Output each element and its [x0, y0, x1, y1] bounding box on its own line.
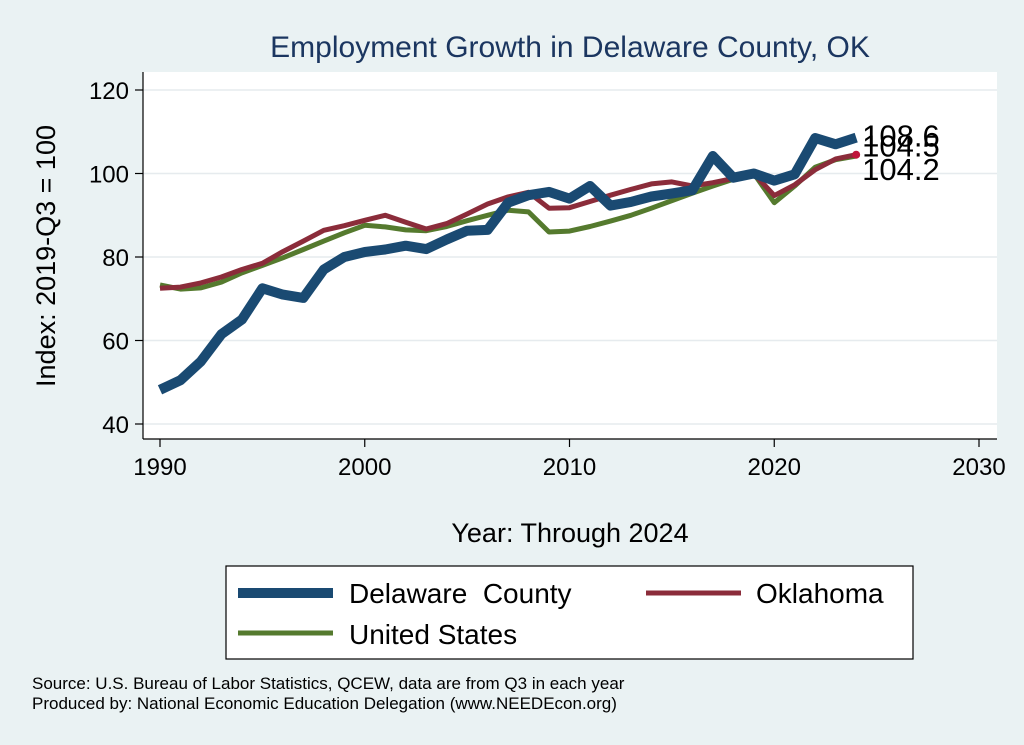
axes: 40 60 80 100 120 1990 2000 2010 2020 2030 [89, 72, 1006, 481]
x-axis-title: Year: Through 2024 [451, 518, 688, 548]
y-tick-label: 60 [102, 329, 129, 356]
end-label-united-states: 104.2 [862, 152, 940, 187]
legend-label-united-states: United States [349, 619, 517, 650]
y-tick-label: 120 [89, 78, 129, 105]
end-label-delaware: 108.6 [862, 119, 940, 154]
x-tick-label: 2000 [338, 454, 391, 481]
y-tick-label: 80 [102, 245, 129, 272]
oklahoma-end-marker [852, 150, 861, 159]
delaware-county-line [157, 132, 858, 395]
legend-box [225, 565, 914, 660]
x-tick-label: 2020 [748, 454, 801, 481]
x-tick-label: 2010 [543, 454, 596, 481]
producer-note: Produced by: National Economic Education… [32, 694, 617, 713]
source-note: Source: U.S. Bureau of Labor Statistics,… [32, 674, 625, 693]
series-lines [157, 132, 861, 395]
legend-label-oklahoma: Oklahoma [756, 578, 884, 609]
legend: Delaware County Oklahoma United States [225, 565, 914, 660]
y-tick-label: 40 [102, 412, 129, 439]
chart-title: Employment Growth in Delaware County, OK [270, 31, 870, 64]
y-tick-label: 100 [89, 162, 129, 189]
end-label-oklahoma: 104.5 [862, 129, 940, 164]
x-tick-label: 1990 [133, 454, 186, 481]
x-tick-label: 2030 [952, 454, 1005, 481]
y-axis-title: Index: 2019-Q3 = 100 [31, 125, 61, 387]
legend-label-delaware: Delaware County [349, 578, 572, 609]
